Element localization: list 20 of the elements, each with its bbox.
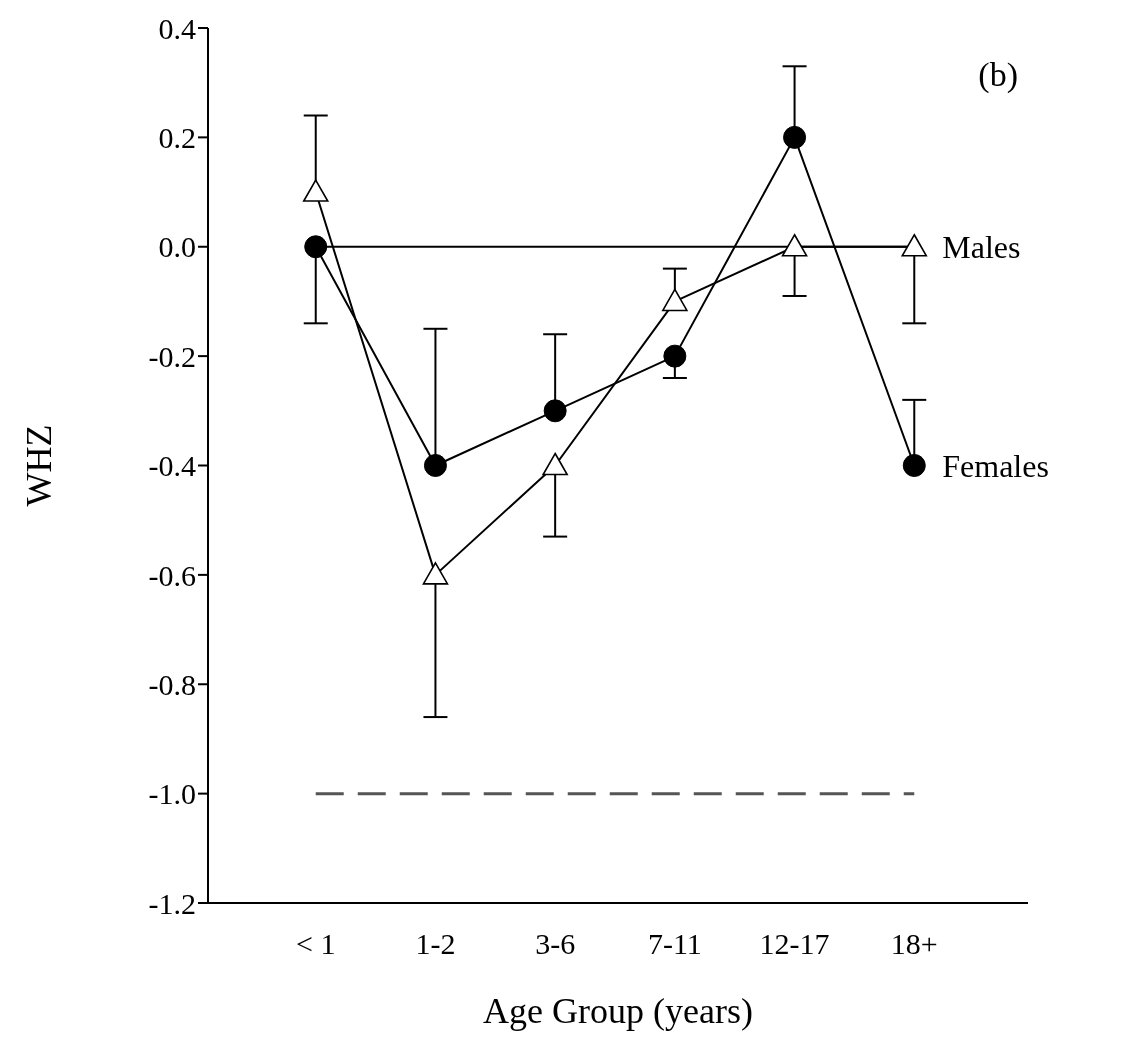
x-tick-label: 7-11	[647, 927, 702, 961]
x-tick-label: 12-17	[759, 927, 830, 961]
y-tick-label: -0.2	[148, 339, 196, 373]
y-tick-label: -0.8	[148, 667, 196, 701]
y-tick-label: -1.0	[148, 777, 196, 811]
y-tick-label: -0.4	[148, 449, 196, 483]
x-tick-label: 3-6	[535, 927, 576, 961]
y-tick-label: -1.2	[148, 886, 196, 920]
x-tick-label: 1-2	[415, 927, 456, 961]
y-tick-label: -0.6	[148, 558, 196, 592]
y-axis-title: WHZ	[18, 424, 59, 507]
y-tick-label: 0.4	[158, 11, 196, 45]
y-tick-label: 0.2	[158, 121, 196, 155]
x-axis-title: Age Group (years)	[483, 991, 753, 1031]
y-tick-label: 0.0	[158, 230, 196, 264]
text: (b)	[978, 56, 1018, 94]
x-tick-label: 18+	[890, 927, 938, 961]
x-tick-label: < 1	[296, 927, 336, 961]
series-label: Females	[942, 447, 1049, 484]
series-label: Males	[942, 228, 1021, 265]
